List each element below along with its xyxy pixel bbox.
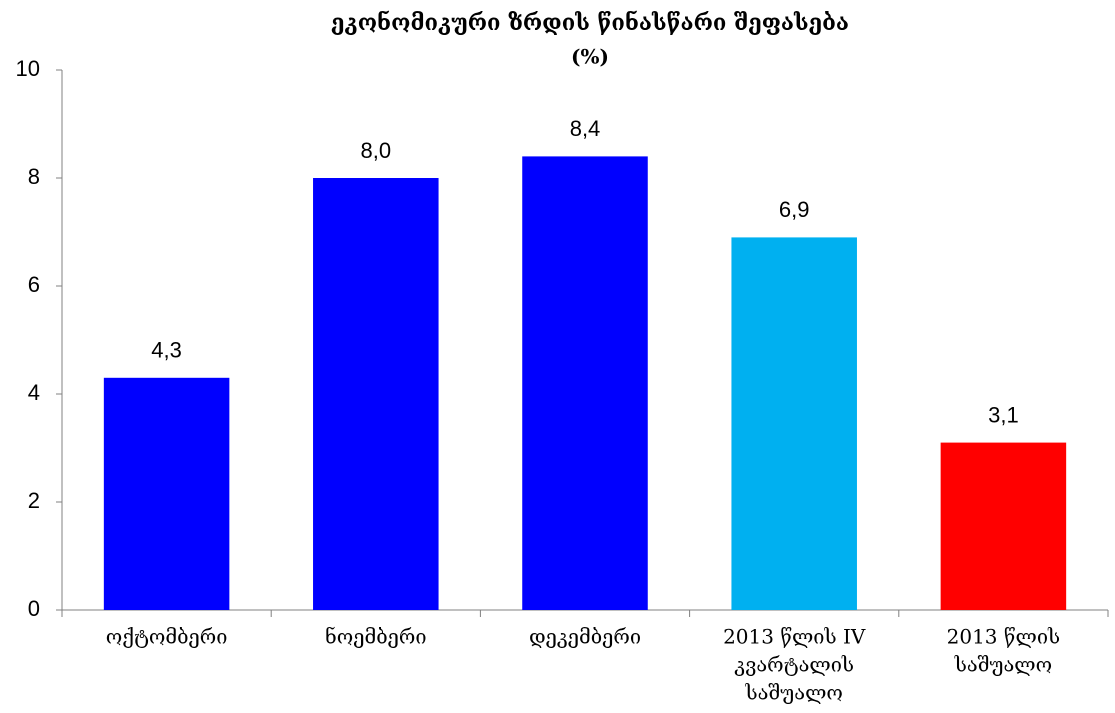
x-tick-label: საშუალო xyxy=(744,681,842,705)
data-label: 8,4 xyxy=(570,116,601,141)
x-tick-label: დეკემბერი xyxy=(529,625,641,649)
x-tick-label: ნოემბერი xyxy=(325,625,426,649)
bar xyxy=(522,156,648,610)
y-tick-label: 6 xyxy=(28,272,40,297)
x-tick-label: 2013 წლის IV xyxy=(723,625,866,649)
y-tick-label: 8 xyxy=(28,164,40,189)
y-tick-label: 10 xyxy=(16,56,40,81)
y-tick-label: 2 xyxy=(28,488,40,513)
x-tick-label: 2013 წლის xyxy=(947,625,1061,649)
y-tick-label: 4 xyxy=(28,380,40,405)
chart-title: ეკონომიკური ზრდის წინასწარი შეფასება xyxy=(331,10,849,36)
data-label: 3,1 xyxy=(988,402,1019,427)
x-tick-label: კვარტალის xyxy=(734,653,854,677)
bar xyxy=(103,377,230,610)
x-tick-label: ოქტომბერი xyxy=(106,625,228,649)
y-tick-label: 0 xyxy=(28,596,40,621)
bar xyxy=(313,178,439,610)
chart-subtitle: (%) xyxy=(571,45,609,69)
bar xyxy=(940,442,1067,610)
data-label: 8,0 xyxy=(361,138,392,163)
x-tick-label: საშუალო xyxy=(954,653,1052,677)
bar xyxy=(731,237,857,610)
data-label: 6,9 xyxy=(779,197,810,222)
data-label: 4,3 xyxy=(151,338,182,363)
